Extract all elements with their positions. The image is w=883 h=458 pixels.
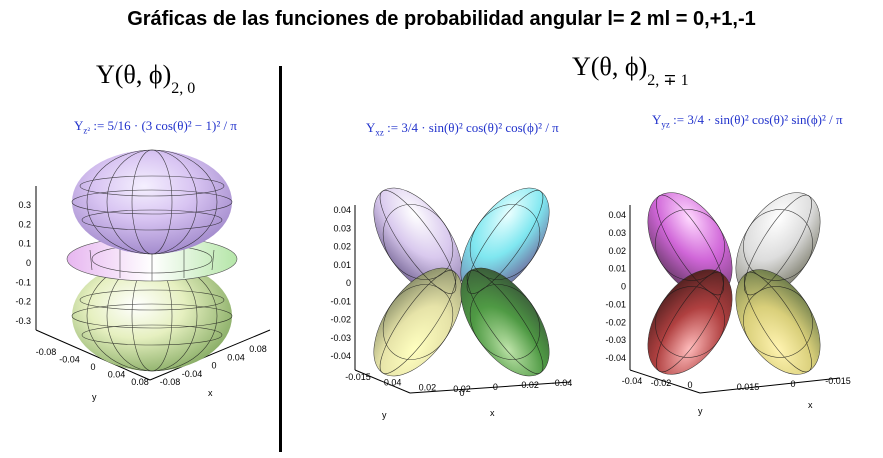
middle-z-tick: -0.03: [330, 333, 351, 343]
middle-formula: Yxz := 3/4 · sin(θ)² cos(θ)² cos(ϕ)² / π: [366, 120, 559, 138]
left-x-axis: [149, 329, 271, 381]
right-formula: Yyz := 3/4 · sin(θ)² cos(θ)² sin(ϕ)² / π: [652, 112, 843, 130]
left-ylabel: Y(θ, ϕ)2, 0: [96, 60, 195, 98]
right-y-tick: -0.04: [622, 376, 643, 386]
middle-z-tick: -0.02: [330, 315, 351, 325]
right-x-tick: 0.015: [737, 382, 760, 392]
middle-y-tick: 0.04: [384, 377, 402, 387]
left-z-tick: -0.3: [15, 316, 31, 326]
left-z-tick: 0.2: [18, 219, 31, 229]
right-y-tick-labels: -0.04 -0.02 0: [622, 376, 693, 390]
left-y-tick: 0: [90, 362, 95, 372]
middle-x-tick: -0.02: [518, 380, 539, 390]
left-y-tick-labels: -0.08-0.04 0 0.04 0.08: [36, 347, 149, 387]
left-formula-text: := 5/16 · (3 cos(θ)² − 1)² / π: [93, 118, 237, 133]
middle-lobe-grid: [379, 190, 544, 374]
page-title: Gráficas de las funciones de probabilida…: [127, 8, 756, 30]
left-z-tick: -0.2: [15, 297, 31, 307]
right-ylabel-sub: 2, ∓ 1: [647, 72, 689, 89]
middle-z-tick: 0.04: [333, 205, 351, 215]
middle-y-axis: [354, 369, 411, 394]
right-x-tick: -0.015: [825, 376, 851, 386]
middle-formula-sub: xz: [375, 127, 384, 138]
right-z-tick: -0.01: [605, 299, 626, 309]
middle-x-axis: [409, 381, 571, 394]
left-y-tick: -0.04: [59, 355, 80, 365]
left-y-tick: 0.04: [108, 370, 126, 380]
right-x-tick-labels: 0.015 0 -0.015: [737, 376, 851, 392]
middle-z-tick: 0.01: [333, 260, 351, 270]
middle-formula-name: Y: [366, 120, 376, 135]
left-x-tick: -0.08: [160, 377, 181, 387]
left-y-axis: [35, 329, 151, 381]
right-formula-text: := 3/4 · sin(θ)² cos(θ)² sin(ϕ)² / π: [673, 112, 843, 127]
right-y-tick: 0: [687, 380, 692, 390]
middle-y-tick: 0.02: [419, 383, 437, 393]
right-formula-name: Y: [652, 112, 662, 127]
left-z-tick-labels: 0.3 0.2 0.1 0 -0.1 -0.2 -0.3: [15, 200, 31, 326]
middle-z-tick: 0.02: [333, 242, 351, 252]
left-z-tick: 0.3: [18, 200, 31, 210]
left-x-tick-labels: -0.08-0.04 0 0.04 0.08: [160, 344, 267, 387]
right-y-axis-label: y: [698, 406, 703, 416]
right-y-tick: -0.02: [651, 378, 672, 388]
middle-z-tick: -0.04: [330, 351, 351, 361]
right-z-tick: -0.03: [605, 335, 626, 345]
left-z-tick: -0.1: [15, 277, 31, 287]
middle-formula-text: := 3/4 · sin(θ)² cos(θ)² cos(ϕ)² / π: [387, 120, 559, 135]
right-z-tick: 0: [621, 282, 626, 292]
right-z-tick: 0.03: [608, 228, 626, 238]
middle-z-tick: 0: [346, 278, 351, 288]
left-x-tick: 0.04: [227, 352, 245, 362]
left-y-axis-label: y: [92, 392, 97, 402]
middle-y-axis-label: y: [382, 410, 387, 420]
left-x-tick: -0.04: [182, 369, 203, 379]
left-formula-name: Y: [74, 118, 84, 133]
right-z-tick: 0.04: [608, 210, 626, 220]
right-z-tick: 0.02: [608, 246, 626, 256]
middle-x-tick: 0: [493, 382, 498, 392]
right-x-axis-label: x: [808, 400, 813, 410]
left-ylabel-main: Y(θ, ϕ): [96, 60, 172, 89]
right-z-tick-labels: 0.04 0.03 0.02 0.01 0 -0.01 -0.02 -0.03 -0.04: [605, 210, 626, 363]
right-z-tick: -0.02: [605, 317, 626, 327]
middle-x-tick-labels: 0.02 0 -0.02 -0.04: [453, 378, 572, 394]
left-ylabel-sub: 2, 0: [171, 80, 196, 97]
middle-x-tick: -0.04: [552, 378, 573, 388]
right-x-axis: [699, 377, 841, 394]
right-x-tick: 0: [790, 379, 795, 389]
left-x-axis-label: x: [208, 388, 213, 398]
middle-x-axis-label: x: [490, 408, 495, 418]
left-formula: Yz² := 5/16 · (3 cos(θ)² − 1)² / π: [74, 118, 237, 136]
middle-y-tick-labels: -0.015 0.04 0.02 0: [345, 372, 464, 398]
right-y-axis: [629, 369, 701, 394]
right-ylabel: Y(θ, ϕ)2, ∓ 1: [572, 52, 689, 90]
right-ylabel-main: Y(θ, ϕ): [572, 52, 648, 81]
middle-z-tick: 0.03: [333, 223, 351, 233]
right-formula-sub: yz: [661, 119, 670, 130]
right-z-tick: 0.01: [608, 264, 626, 274]
middle-z-tick-labels: 0.04 0.03 0.02 0.01 0 -0.01 -0.02 -0.03 -0.04: [330, 205, 351, 361]
left-x-tick: 0: [211, 361, 216, 371]
right-z-tick: -0.04: [605, 353, 626, 363]
left-y-tick: 0.08: [131, 377, 149, 387]
right-lobe-grid: [655, 194, 813, 373]
left-top-lobe-grid: [71, 149, 233, 255]
left-z-tick: 0: [26, 258, 31, 268]
left-x-tick: 0.08: [249, 344, 267, 354]
left-formula-sub: z²: [83, 125, 91, 136]
middle-y-tick: 0: [459, 388, 464, 398]
middle-y-tick: -0.015: [345, 372, 371, 382]
left-z-tick: 0.1: [18, 239, 31, 249]
middle-x-tick: 0.02: [453, 384, 471, 394]
vertical-divider: [279, 66, 282, 452]
middle-z-tick: -0.01: [330, 296, 351, 306]
left-y-tick: -0.08: [36, 347, 57, 357]
